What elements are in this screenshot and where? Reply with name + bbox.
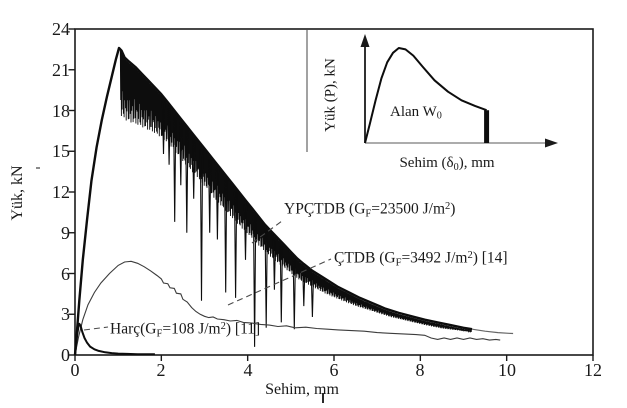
- x-tick-label: 8: [415, 360, 425, 380]
- inset-y-axis-arrow: [360, 34, 370, 47]
- ypctdb-unloading-spike: [215, 168, 220, 240]
- y-axis-title: Yük, kN: [9, 165, 26, 221]
- y-tick-label: 9: [61, 222, 70, 243]
- ypctdb-unloading-spike: [292, 259, 296, 330]
- ypctdb-unloading-spike: [179, 122, 183, 186]
- ctdb-leader-line: [227, 258, 332, 306]
- x-tick-label: 4: [243, 360, 253, 380]
- ypctdb-unloading-spike: [302, 268, 306, 307]
- y-tick-label: 0: [61, 345, 70, 365]
- inset-load-deflection-curve: [364, 47, 487, 144]
- ypctdb-unloading-spike: [185, 130, 189, 233]
- ypctdb-tail: [472, 328, 514, 335]
- inset-area-label: Alan W0: [390, 104, 442, 122]
- page-artifact-mark: [322, 393, 324, 403]
- x-tick-label: 12: [584, 360, 602, 380]
- ypctdb-unloading-spike: [161, 100, 166, 155]
- y-tick-label: 24: [52, 19, 70, 39]
- inset-y-axis-title: Yük (P), kN: [322, 58, 339, 132]
- y-tick-label: 15: [52, 141, 70, 162]
- y-tick-label: 12: [52, 182, 70, 202]
- ypctdb-unloading-spike: [279, 245, 283, 323]
- ctdb-curve: [74, 260, 501, 356]
- ypctdb-unloading-spike: [167, 108, 171, 165]
- ypctdb-unloading-spike: [310, 274, 315, 318]
- x-tick-label: 6: [329, 360, 339, 380]
- harc-curve: [74, 322, 155, 356]
- ctdb-curve-label: ÇTDB (GF=3492 J/m2) [14]: [334, 249, 508, 269]
- y-tick-label: 21: [52, 59, 70, 80]
- ypctdb-noise-band: [119, 50, 472, 333]
- inset-x-axis-arrow: [545, 138, 558, 148]
- harc-leader-line: [83, 326, 109, 331]
- ypctdb-unloading-spike: [233, 191, 238, 298]
- harc-curve-label: Harç(GF=108 J/m2) [11]: [110, 320, 261, 340]
- y-tick-label: 18: [52, 100, 70, 121]
- speck-artifact: [36, 167, 40, 169]
- x-tick-label: 10: [498, 360, 516, 380]
- ypctdb-unloading-spike: [272, 238, 277, 290]
- ypctdb-leader-line: [251, 220, 283, 244]
- ypctdb-unloading-spike: [199, 148, 204, 301]
- y-tick-label: 6: [61, 263, 70, 284]
- inset-x-axis-title: Sehim (δ0), mm: [399, 155, 495, 173]
- ypctdb-curve: [73, 46, 473, 356]
- x-tick-label: 0: [70, 360, 80, 380]
- ypctdb-unloading-spike: [243, 204, 248, 260]
- ypctdb-unloading-spike: [264, 229, 268, 328]
- x-axis-title: Sehim, mm: [265, 381, 339, 398]
- ypctdb-unloading-spike: [173, 115, 177, 222]
- ypctdb-curve-label: YPÇTDB (GF=23500 J/m2): [284, 200, 456, 220]
- ypctdb-unloading-spike: [192, 138, 196, 199]
- ypctdb-unloading-spike: [224, 179, 228, 293]
- x-tick-label: 2: [156, 360, 166, 380]
- ypctdb-unloading-spike: [208, 159, 212, 233]
- y-tick-label: 3: [61, 304, 70, 325]
- ypctdb-unloading-spike: [252, 215, 257, 347]
